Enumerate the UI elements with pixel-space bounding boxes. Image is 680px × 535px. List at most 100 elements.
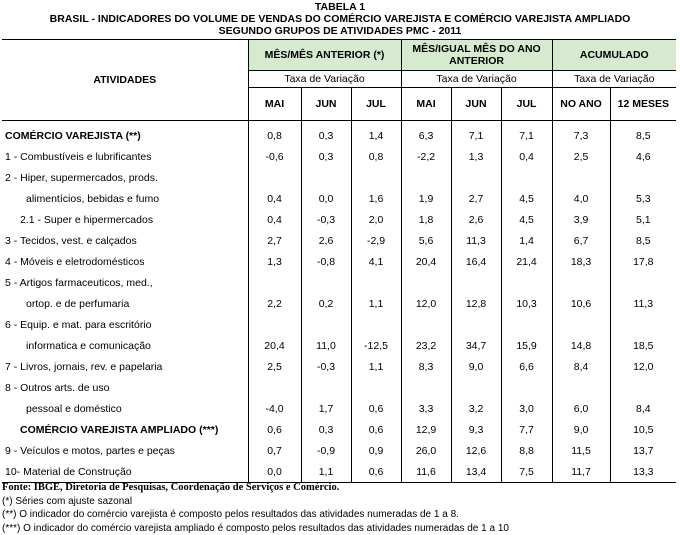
value-cell: -2,9 [350, 230, 402, 251]
value-cell: -0,6 [247, 146, 301, 167]
empty-cell [500, 167, 553, 188]
value-cell: 13,4 [450, 461, 502, 483]
value-cell: 8,3 [400, 356, 452, 377]
empty-cell [450, 377, 502, 398]
empty-cell [551, 272, 611, 293]
month-header: MAI [247, 87, 301, 121]
empty-cell [500, 272, 553, 293]
footnote-2: (**) O indicador do comércio varejista é… [2, 509, 459, 520]
value-cell: 14,8 [551, 335, 611, 356]
month-header: JUL [350, 87, 402, 121]
empty-cell [450, 314, 502, 335]
value-cell: 10,6 [551, 293, 611, 314]
header-atividades: ATIVIDADES [2, 39, 248, 121]
rate-label-3: Taxa de Variação [551, 70, 677, 88]
empty-cell [350, 167, 402, 188]
empty-cell [350, 272, 402, 293]
value-cell: 11,0 [300, 335, 351, 356]
value-cell: 6,6 [500, 356, 553, 377]
table-row: informatica e comunicação 20,4 11,0 -12,5 23… [2, 335, 677, 356]
value-cell: 23,2 [400, 335, 452, 356]
value-cell: 3,2 [450, 398, 502, 419]
value-cell: 1,9 [400, 188, 452, 209]
value-cell: 4,5 [500, 188, 553, 209]
table-row: COMÉRCIO VAREJISTA (**) 0,8 0,3 1,4 6,3 7,1 7,… [2, 125, 677, 146]
row-label: 4 - Móveis e eletrodomésticos [5, 255, 145, 268]
value-cell: 0,8 [247, 125, 301, 146]
value-cell: 1,1 [350, 293, 402, 314]
source-note: Fonte: IBGE, Diretoria de Pesquisas, Coo… [2, 482, 340, 493]
value-cell: 2,6 [300, 230, 351, 251]
value-cell: 13,3 [609, 461, 677, 483]
row-label: 7 - Livros, jornais, rev. e papelaria [5, 360, 163, 373]
value-cell: 18,5 [609, 335, 677, 356]
table-row: ortop. e de perfumaria 2,2 0,2 1,1 12,0 12,8 1… [2, 293, 677, 314]
value-cell: 7,3 [551, 125, 611, 146]
value-cell: 10,3 [500, 293, 553, 314]
empty-cell [300, 314, 351, 335]
value-cell: 10,5 [609, 419, 677, 440]
empty-cell [247, 167, 301, 188]
value-cell: 9,0 [450, 356, 502, 377]
header-mes-anterior: MÊS/MÊS ANTERIOR (*) [247, 39, 402, 71]
value-cell: 4,6 [609, 146, 677, 167]
value-cell: 8,5 [609, 230, 677, 251]
value-cell: 20,4 [400, 251, 452, 272]
table-titles: TABELA 1 BRASIL - INDICADORES DO VOLUME … [0, 0, 680, 37]
value-cell: 0,9 [350, 440, 402, 461]
value-cell: 2,6 [450, 209, 502, 230]
value-cell: 20,4 [247, 335, 301, 356]
indicators-table: ATIVIDADES MÊS/MÊS ANTERIOR (*) MÊS/IGUA… [2, 39, 677, 483]
value-cell: 5,1 [609, 209, 677, 230]
empty-cell [350, 377, 402, 398]
empty-cell [500, 377, 553, 398]
empty-cell [400, 167, 452, 188]
spacer-cell [500, 120, 553, 125]
value-cell: 9,0 [551, 419, 611, 440]
value-cell: 7,1 [450, 125, 502, 146]
empty-cell [609, 377, 677, 398]
value-cell: 11,6 [400, 461, 452, 483]
table-row: 10- Material de Construção 0,0 1,1 0,6 11,6 1… [2, 461, 677, 483]
value-cell: 8,5 [609, 125, 677, 146]
value-cell: 1,1 [300, 461, 351, 483]
value-cell: 6,7 [551, 230, 611, 251]
value-cell: 15,9 [500, 335, 553, 356]
spacer-cell [609, 120, 677, 125]
value-cell: 0,3 [300, 419, 351, 440]
value-cell: 9,3 [450, 419, 502, 440]
table-row: 3 - Tecidos, vest. e calçados 2,7 2,6 -2,9 5… [2, 230, 677, 251]
value-cell: 12,9 [400, 419, 452, 440]
month-header: JUL [500, 87, 553, 121]
value-cell: -0,3 [300, 356, 351, 377]
value-cell: 1,4 [500, 230, 553, 251]
value-cell: 4,5 [500, 209, 553, 230]
value-cell: 34,7 [450, 335, 502, 356]
month-header: JUN [300, 87, 351, 121]
value-cell: 16,4 [450, 251, 502, 272]
value-cell: 21,4 [500, 251, 553, 272]
row-label-continuation: informatica e comunicação [26, 339, 151, 352]
empty-cell [400, 272, 452, 293]
row-label: 2.1 - Super e hipermercados [20, 213, 154, 226]
value-cell: 12,8 [450, 293, 502, 314]
empty-cell [400, 314, 452, 335]
spacer-cell [247, 120, 301, 125]
empty-cell [609, 167, 677, 188]
row-label: 3 - Tecidos, vest. e calçados [5, 234, 137, 247]
value-cell: 7,1 [500, 125, 553, 146]
spacer-row [2, 120, 677, 125]
footnote-3: (***) O indicador do comércio varejista … [2, 522, 509, 534]
rate-label-2: Taxa de Variação [400, 70, 553, 88]
value-cell: 2,2 [247, 293, 301, 314]
table-row: COMÉRCIO VAREJISTA AMPLIADO (***) 0,6 0,3 0… [2, 419, 677, 440]
value-cell: 2,7 [450, 188, 502, 209]
value-cell: 12,0 [400, 293, 452, 314]
value-cell: 2,0 [350, 209, 402, 230]
table-row: 6 - Equip. e mat. para escritório [2, 314, 677, 335]
value-cell: 0,0 [300, 188, 351, 209]
empty-cell [300, 272, 351, 293]
value-cell: 0,6 [350, 461, 402, 483]
empty-cell [350, 314, 402, 335]
value-cell: 2,5 [551, 146, 611, 167]
